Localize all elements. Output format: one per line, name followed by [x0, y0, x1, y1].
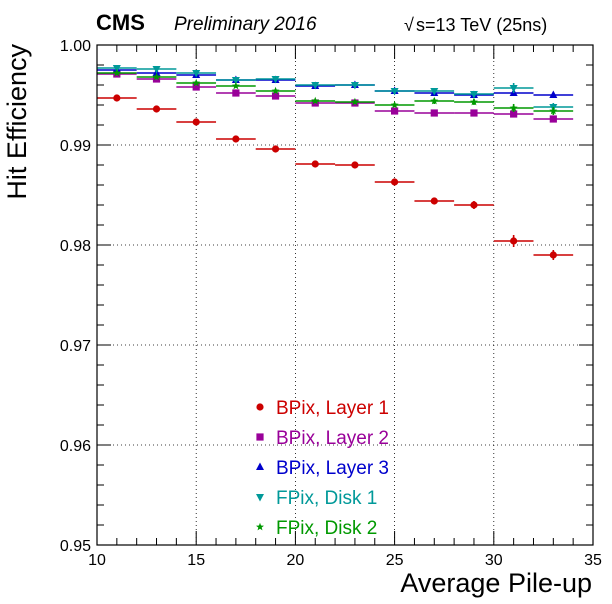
data-point	[469, 97, 478, 106]
data-point	[509, 103, 518, 112]
y-tick-label: 1.00	[60, 38, 91, 55]
data-point	[430, 88, 439, 96]
y-tick-label: 0.96	[60, 438, 91, 455]
data-point	[192, 83, 200, 91]
data-series	[97, 65, 574, 260]
axis-ticks: 10 15 20 25 30 35 0.95 0.96 0.97 0.98 0.99 1.00	[60, 38, 602, 569]
data-point	[271, 145, 280, 153]
data-point	[112, 68, 121, 77]
x-axis-title: Average Pile-up	[400, 568, 592, 598]
data-point	[390, 88, 399, 96]
data-point	[192, 118, 200, 126]
energy-sqrt-symbol: √	[404, 15, 414, 35]
y-tick-label: 0.97	[60, 338, 91, 355]
series-0	[97, 94, 574, 260]
data-point	[350, 97, 359, 106]
energy-label: s=13 TeV (25ns)	[416, 15, 547, 35]
grid	[97, 45, 593, 545]
data-point	[311, 160, 319, 168]
data-point	[351, 161, 359, 169]
data-point	[231, 81, 240, 90]
legend-label: BPix, Layer 3	[276, 458, 389, 479]
data-point	[469, 91, 478, 99]
data-point	[510, 110, 518, 118]
data-point	[113, 94, 121, 102]
y-tick-label: 0.98	[60, 238, 91, 255]
legend-label: BPix, Layer 2	[276, 428, 389, 449]
legend-marker	[256, 403, 264, 411]
y-tick-label: 0.99	[60, 138, 91, 155]
data-point	[152, 75, 161, 83]
legend-label: BPix, Layer 1	[276, 398, 389, 419]
data-point	[549, 106, 558, 115]
data-point	[549, 90, 558, 98]
data-point	[390, 100, 399, 109]
data-point	[350, 82, 359, 90]
data-point	[391, 107, 399, 115]
status-label: Preliminary 2016	[174, 14, 317, 35]
data-point	[231, 77, 240, 85]
data-point	[271, 92, 280, 100]
data-point	[192, 78, 201, 87]
x-tick-label: 30	[485, 552, 503, 569]
data-point	[470, 201, 478, 209]
data-point	[510, 237, 518, 245]
x-tick-label: 25	[386, 552, 404, 569]
data-point	[470, 109, 478, 117]
data-point	[152, 72, 161, 81]
data-point	[112, 65, 121, 73]
data-point	[549, 115, 557, 123]
data-point	[192, 70, 201, 78]
data-point	[549, 251, 557, 259]
x-tick-label: 10	[88, 552, 106, 569]
data-point	[152, 105, 161, 113]
data-point	[509, 85, 518, 93]
series-3	[97, 65, 574, 112]
data-point	[271, 86, 280, 95]
x-tick-label: 20	[287, 552, 305, 569]
data-point	[311, 96, 320, 105]
x-tick-label: 15	[187, 552, 205, 569]
y-tick-label: 0.95	[60, 538, 91, 555]
experiment-label: CMS	[96, 10, 145, 35]
data-point	[391, 178, 399, 186]
data-point	[152, 66, 161, 74]
legend-marker	[256, 462, 264, 470]
x-tick-label: 35	[584, 552, 602, 569]
legend: BPix, Layer 1 BPix, Layer 2 BPix, Layer 3 F…	[256, 398, 389, 539]
data-point	[430, 197, 438, 205]
legend-label: FPix, Disk 2	[276, 518, 377, 539]
legend-marker	[256, 494, 264, 502]
data-point	[311, 82, 320, 90]
data-point	[430, 96, 439, 105]
data-point	[232, 89, 240, 97]
data-point	[271, 76, 280, 84]
data-point	[232, 135, 240, 143]
series-4	[97, 68, 574, 115]
y-axis-title: Hit Efficiency	[2, 44, 32, 200]
legend-marker	[256, 522, 264, 531]
legend-marker	[256, 433, 264, 441]
legend-label: FPix, Disk 1	[276, 488, 377, 509]
plot-frame	[96, 44, 594, 546]
data-point	[430, 109, 438, 117]
